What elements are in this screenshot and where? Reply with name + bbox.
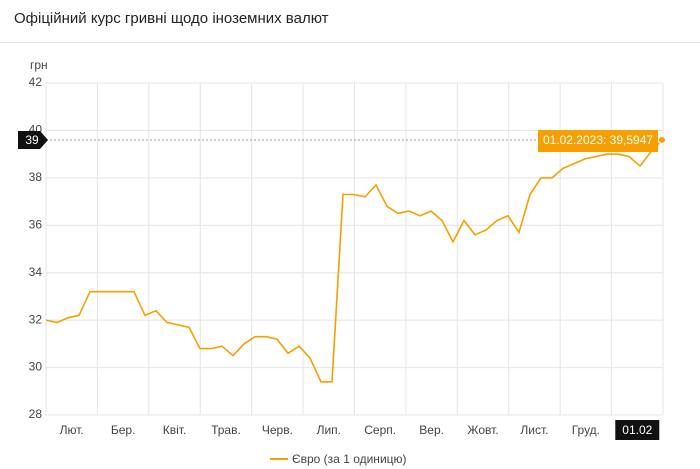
tooltip-box bbox=[538, 130, 658, 153]
x-tick-label: Лип. bbox=[317, 423, 341, 437]
y-tick-label: 34 bbox=[29, 265, 43, 279]
crosshair-label-box bbox=[18, 131, 48, 150]
x-tick-label: Трав. bbox=[211, 423, 241, 437]
legend-label: Євро (за 1 одиницю) bbox=[292, 452, 407, 466]
divider bbox=[0, 42, 700, 43]
x-tick-label: Серп. bbox=[364, 423, 396, 437]
x-current-box bbox=[615, 420, 660, 440]
x-tick-label: Жовт. bbox=[467, 423, 498, 437]
y-tick-label: 32 bbox=[29, 312, 43, 326]
x-tick-label: Лист. bbox=[520, 423, 548, 437]
x-tick-label: Вер. bbox=[419, 423, 444, 437]
y-tick-label: 42 bbox=[29, 75, 43, 89]
tooltip: 01.02.2023: 39,5947 bbox=[543, 133, 653, 147]
x-tick-label: Лют. bbox=[60, 423, 84, 437]
x-tick-label: Квіт. bbox=[163, 423, 187, 437]
y-tick-label: 38 bbox=[29, 170, 43, 184]
x-tick-label: Черв. bbox=[262, 423, 293, 437]
x-tick-label: Груд. bbox=[572, 423, 600, 437]
y-tick-label: 36 bbox=[29, 217, 43, 231]
series-line bbox=[45, 139, 663, 383]
y-tick-label: 28 bbox=[29, 407, 43, 421]
x-tick-label: Бер. bbox=[111, 423, 136, 437]
y-axis-label: грн bbox=[30, 58, 48, 72]
y-tick-label: 30 bbox=[29, 360, 43, 374]
crosshair-label: 39 bbox=[25, 133, 39, 147]
page-title: Офіційний курс гривні щодо іноземних вал… bbox=[14, 10, 329, 27]
x-tick-label: 01.02 bbox=[622, 423, 652, 437]
hover-point bbox=[658, 136, 666, 145]
